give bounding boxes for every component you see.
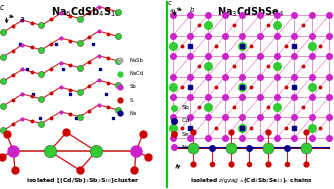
- Text: Na$_3$CdSbSe$_4$: Na$_3$CdSbSe$_4$: [217, 5, 285, 19]
- Text: $b$: $b$: [189, 5, 195, 14]
- Text: $c$: $c$: [0, 3, 6, 12]
- Text: Cd: Cd: [181, 119, 190, 123]
- Text: $c$: $c$: [167, 0, 173, 7]
- Text: Na$_6$CdSb$_4$S$_{10}$: Na$_6$CdSb$_4$S$_{10}$: [51, 5, 121, 19]
- Text: isolated [(Cd/Sb)$_2$Sb$_2$S$_{10}$]cluster: isolated [(Cd/Sb)$_2$Sb$_2$S$_{10}$]clus…: [26, 176, 140, 185]
- Text: $a$: $a$: [19, 15, 25, 24]
- Text: NaCd: NaCd: [130, 71, 144, 76]
- Text: Na: Na: [181, 145, 190, 150]
- Text: $a$: $a$: [169, 7, 174, 14]
- Text: Se: Se: [181, 132, 189, 137]
- Text: Sb: Sb: [130, 84, 136, 89]
- Text: S: S: [130, 98, 133, 103]
- Text: NaSb: NaSb: [130, 58, 143, 63]
- Text: isolated $\mathit{zigzag}$ $_{\infty}$(Cd$_3$Sb$_2$Se$_{12}$)$_n$ chains: isolated $\mathit{zigzag}$ $_{\infty}$(C…: [190, 176, 312, 185]
- Text: Sb: Sb: [181, 105, 189, 110]
- Text: Na: Na: [130, 111, 137, 116]
